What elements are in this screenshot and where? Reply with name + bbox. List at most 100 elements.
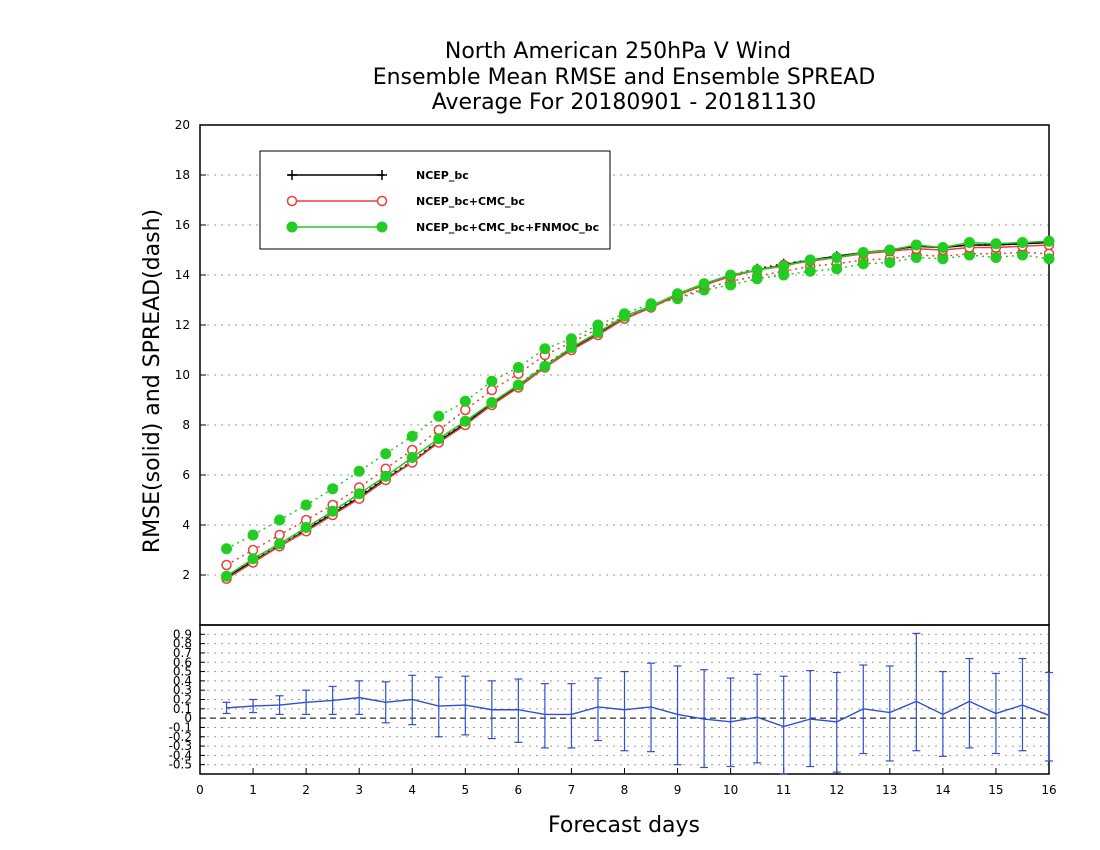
error-bar [593, 677, 602, 742]
diff-y-tick-label: 0.1 [173, 702, 192, 716]
rmse-point [592, 327, 604, 338]
spread-point [539, 343, 551, 355]
x-tick-label: 5 [461, 783, 469, 797]
diff-y-tick-label: 0.2 [173, 693, 192, 707]
diff-y-tick-label: -0.5 [169, 758, 192, 772]
diff-y-tick-label: 0.6 [173, 655, 192, 669]
rmse-point [300, 522, 312, 533]
rmse-point [778, 260, 790, 272]
x-tick-label: 11 [776, 783, 791, 797]
diff-y-tick-label: 0.5 [173, 665, 192, 679]
spread-point [380, 448, 392, 460]
legend-box [259, 150, 611, 250]
legend-item: NCEP_bc [287, 169, 469, 182]
rmse-point [353, 488, 365, 500]
spread-point [486, 384, 498, 396]
rmse-point [274, 538, 286, 550]
diff-y-tick-label: -0.1 [169, 720, 192, 734]
x-tick-label: 6 [515, 783, 523, 797]
spread-point [221, 543, 233, 555]
legend-marker [377, 170, 387, 180]
x-tick-label: 10 [723, 783, 738, 797]
rmse-line [226, 244, 1050, 580]
rmse-point [406, 452, 418, 463]
y-tick-label: 6 [182, 468, 190, 482]
series-rmse-ncep-bc-cmc-bc-fnmoc-bc [221, 235, 1055, 582]
spread-point [460, 404, 471, 416]
x-tick-label: 0 [196, 783, 204, 797]
x-tick-label: 9 [674, 783, 682, 797]
error-bar [779, 675, 788, 775]
rmse-point [1016, 237, 1028, 248]
spread-point [831, 263, 843, 275]
y-tick-label: 4 [182, 518, 190, 532]
series-rmse-ncep-bc-cmc-bc [221, 239, 1055, 584]
rmse-point [884, 244, 896, 256]
legend-label: NCEP_bc+CMC_bc [416, 195, 525, 208]
diff-y-tick-label: -0.2 [169, 730, 192, 744]
legend-marker [287, 170, 297, 180]
y-tick-label: 16 [175, 218, 190, 232]
rmse-line [226, 240, 1050, 577]
x-tick-label: 12 [829, 783, 844, 797]
rmse-point [910, 239, 922, 251]
diff-y-tick-label: 0.3 [173, 683, 192, 697]
spread-point [1043, 253, 1055, 265]
legend: NCEP_bc NCEP_bc+CMC_bc NCEP_bc+CMC_bc+FNMO… [259, 150, 611, 250]
spread-point [990, 252, 1002, 263]
error-bar [514, 678, 523, 743]
x-tick-label: 4 [408, 783, 416, 797]
rmse-point [433, 433, 445, 445]
chart-title-line-2: Ensemble Mean RMSE and Ensemble SPREAD [373, 65, 876, 90]
bottom-y-axis-ticks: -0.5-0.4-0.3-0.2-0.100.10.20.30.40.50.60… [169, 627, 205, 772]
rmse-point [459, 415, 471, 427]
rmse-point [619, 310, 630, 322]
rmse-point [327, 505, 339, 517]
diff-y-tick-label: 0.8 [173, 637, 192, 651]
spread-point [274, 514, 286, 526]
spread-point [804, 265, 816, 277]
chart-title-line-1: North American 250hPa V Wind [445, 39, 791, 64]
rmse-point [672, 288, 684, 300]
spread-point [247, 529, 259, 541]
spread-point [406, 430, 418, 442]
y-tick-label: 14 [175, 268, 190, 282]
legend-item: NCEP_bc+CMC_bc [286, 195, 525, 208]
spread-line [226, 241, 1050, 577]
y-axis-label: RMSE(solid) and SPREAD(dash) [140, 209, 165, 553]
x-tick-label: 2 [302, 783, 310, 797]
rmse-point [804, 254, 816, 266]
rmse-point [645, 300, 657, 312]
rmse-point [990, 238, 1002, 250]
spread-point [247, 544, 259, 556]
rmse-point [725, 269, 737, 281]
y-tick-label: 18 [175, 168, 190, 182]
y-tick-label: 8 [182, 418, 190, 432]
series-rmse-ncep-bc [221, 237, 1054, 583]
x-tick-label: 15 [988, 783, 1003, 797]
rmse-point [539, 360, 551, 372]
series-spread-ncep-bc-cmc-bc-fnmoc-bc [221, 249, 1055, 555]
spread-point [884, 257, 896, 268]
x-tick-label: 13 [882, 783, 897, 797]
difference-layer [222, 632, 1053, 775]
spread-point [433, 410, 445, 422]
series-spread-ncep-bc [221, 237, 1054, 582]
spread-point [327, 483, 339, 495]
series-layer [221, 235, 1055, 584]
legend-label: NCEP_bc+CMC_bc+FNMOC_bc [416, 221, 599, 234]
error-bar [1045, 671, 1053, 762]
spread-point [353, 465, 365, 477]
x-tick-label: 1 [249, 783, 257, 797]
diff-y-tick-label: 0.9 [173, 627, 192, 641]
spread-point [486, 375, 498, 387]
rmse-point [380, 470, 392, 482]
spread-point [857, 258, 869, 270]
series-spread-ncep-bc-cmc-bc [221, 247, 1055, 571]
x-tick-label: 16 [1041, 783, 1056, 797]
rmse-point [831, 252, 843, 263]
rmse-point [247, 553, 259, 565]
error-bar [912, 632, 921, 752]
error-bar [620, 670, 629, 752]
difference-line [226, 696, 1050, 728]
